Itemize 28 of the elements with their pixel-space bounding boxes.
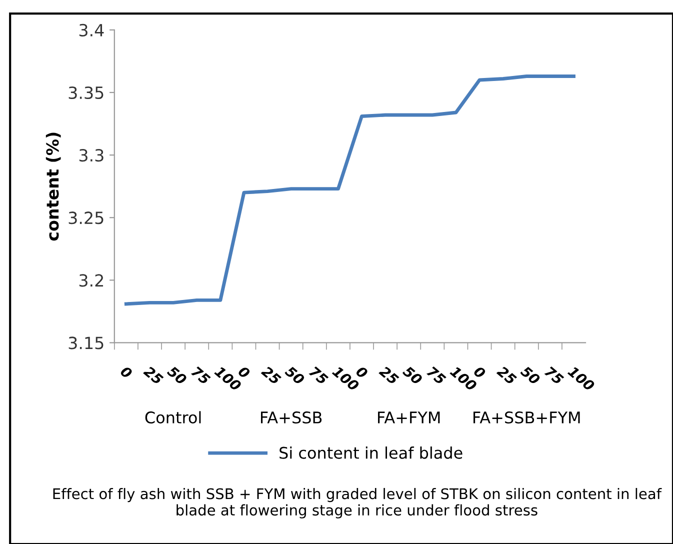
- x-tick-label: 25: [142, 365, 164, 386]
- text: FA+SSB: [261, 411, 322, 424]
- x-tick-label: 75: [190, 366, 211, 386]
- y-tick-label: 3.4: [79, 24, 104, 36]
- x-tick-label: 75: [426, 366, 446, 386]
- y-tick-label: 3.3: [79, 149, 104, 162]
- x-tick-label: 50: [284, 365, 306, 386]
- text: Effect of fly ash with SSB + FYM with graded level of STBK on silicon content in leaf blade at flowering stage in rice under flood stress: [53, 488, 662, 518]
- y-tick-label: 3.15: [68, 336, 104, 350]
- x-tick-label: 50: [166, 365, 188, 386]
- y-tick-label: 3.35: [68, 86, 104, 100]
- legend-label: Si content in leaf blade: [280, 446, 462, 459]
- x-tick-label: 25: [378, 365, 400, 386]
- x-tick-label: 25: [260, 365, 282, 386]
- line-series: [124, 74, 576, 306]
- text: FA+SSB+FYM: [473, 411, 580, 424]
- text: Control: [145, 411, 201, 424]
- x-tick-label: 25: [496, 365, 518, 386]
- y-tick-label: 3.2: [79, 274, 104, 287]
- x-tick-label: 50: [402, 365, 424, 386]
- y-axis-title: content (%): [46, 132, 61, 241]
- y-tick-label: 3.25: [68, 212, 104, 224]
- text: FA+FYM: [378, 412, 440, 424]
- x-tick-label: 50: [520, 365, 541, 386]
- x-tick-label: 75: [308, 366, 329, 386]
- x-tick-label: 100: [567, 366, 596, 392]
- x-tick-label: 75: [544, 366, 564, 386]
- x-tick-label: 0: [120, 365, 134, 380]
